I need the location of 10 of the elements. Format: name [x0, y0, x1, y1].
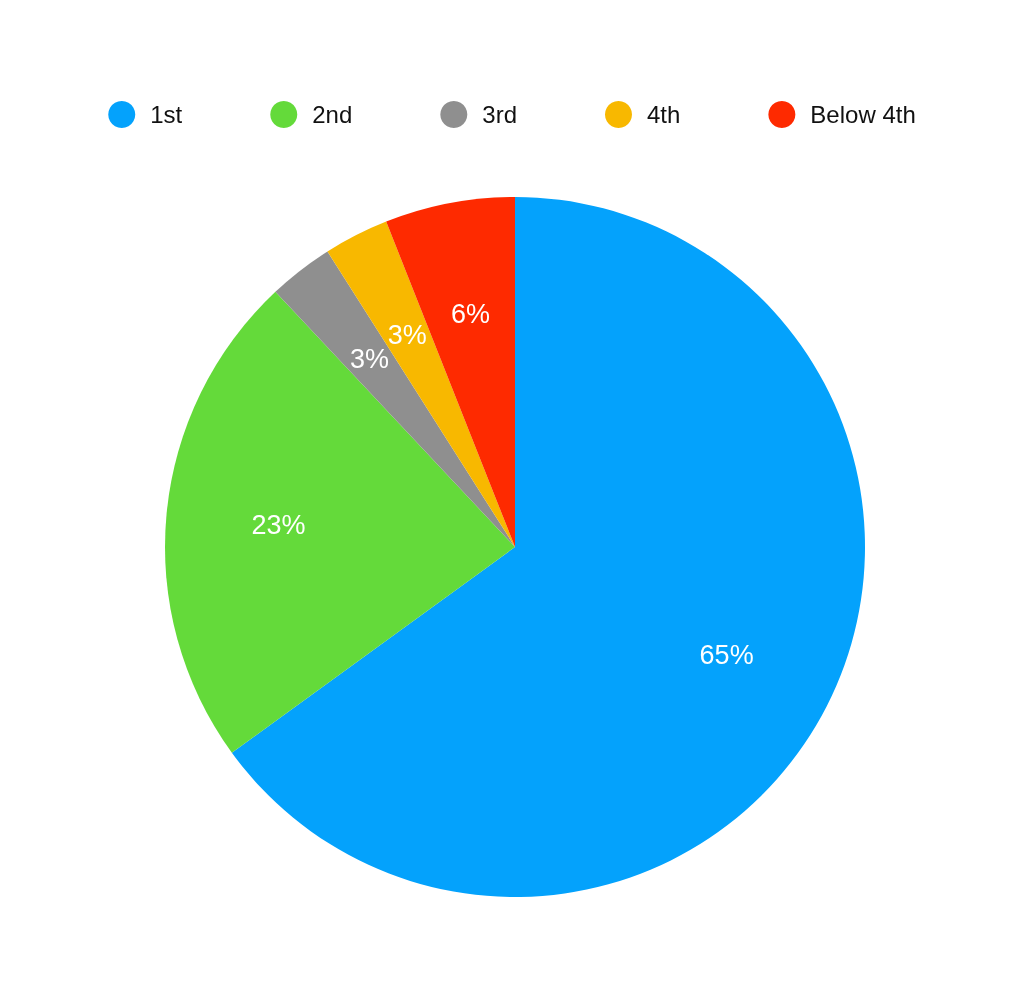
- data-label: 6%: [450, 298, 491, 329]
- legend-label: 1st: [150, 101, 183, 128]
- data-label: 3%: [387, 320, 427, 351]
- data-label: 23%: [251, 509, 306, 540]
- data-label: 65%: [699, 639, 754, 670]
- data-label: 3%: [349, 344, 389, 375]
- legend-label: Below 4th: [810, 101, 916, 128]
- legend-label: 4th: [646, 101, 681, 128]
- legend-label: 3rd: [482, 101, 517, 128]
- legend-label: 2nd: [312, 101, 353, 128]
